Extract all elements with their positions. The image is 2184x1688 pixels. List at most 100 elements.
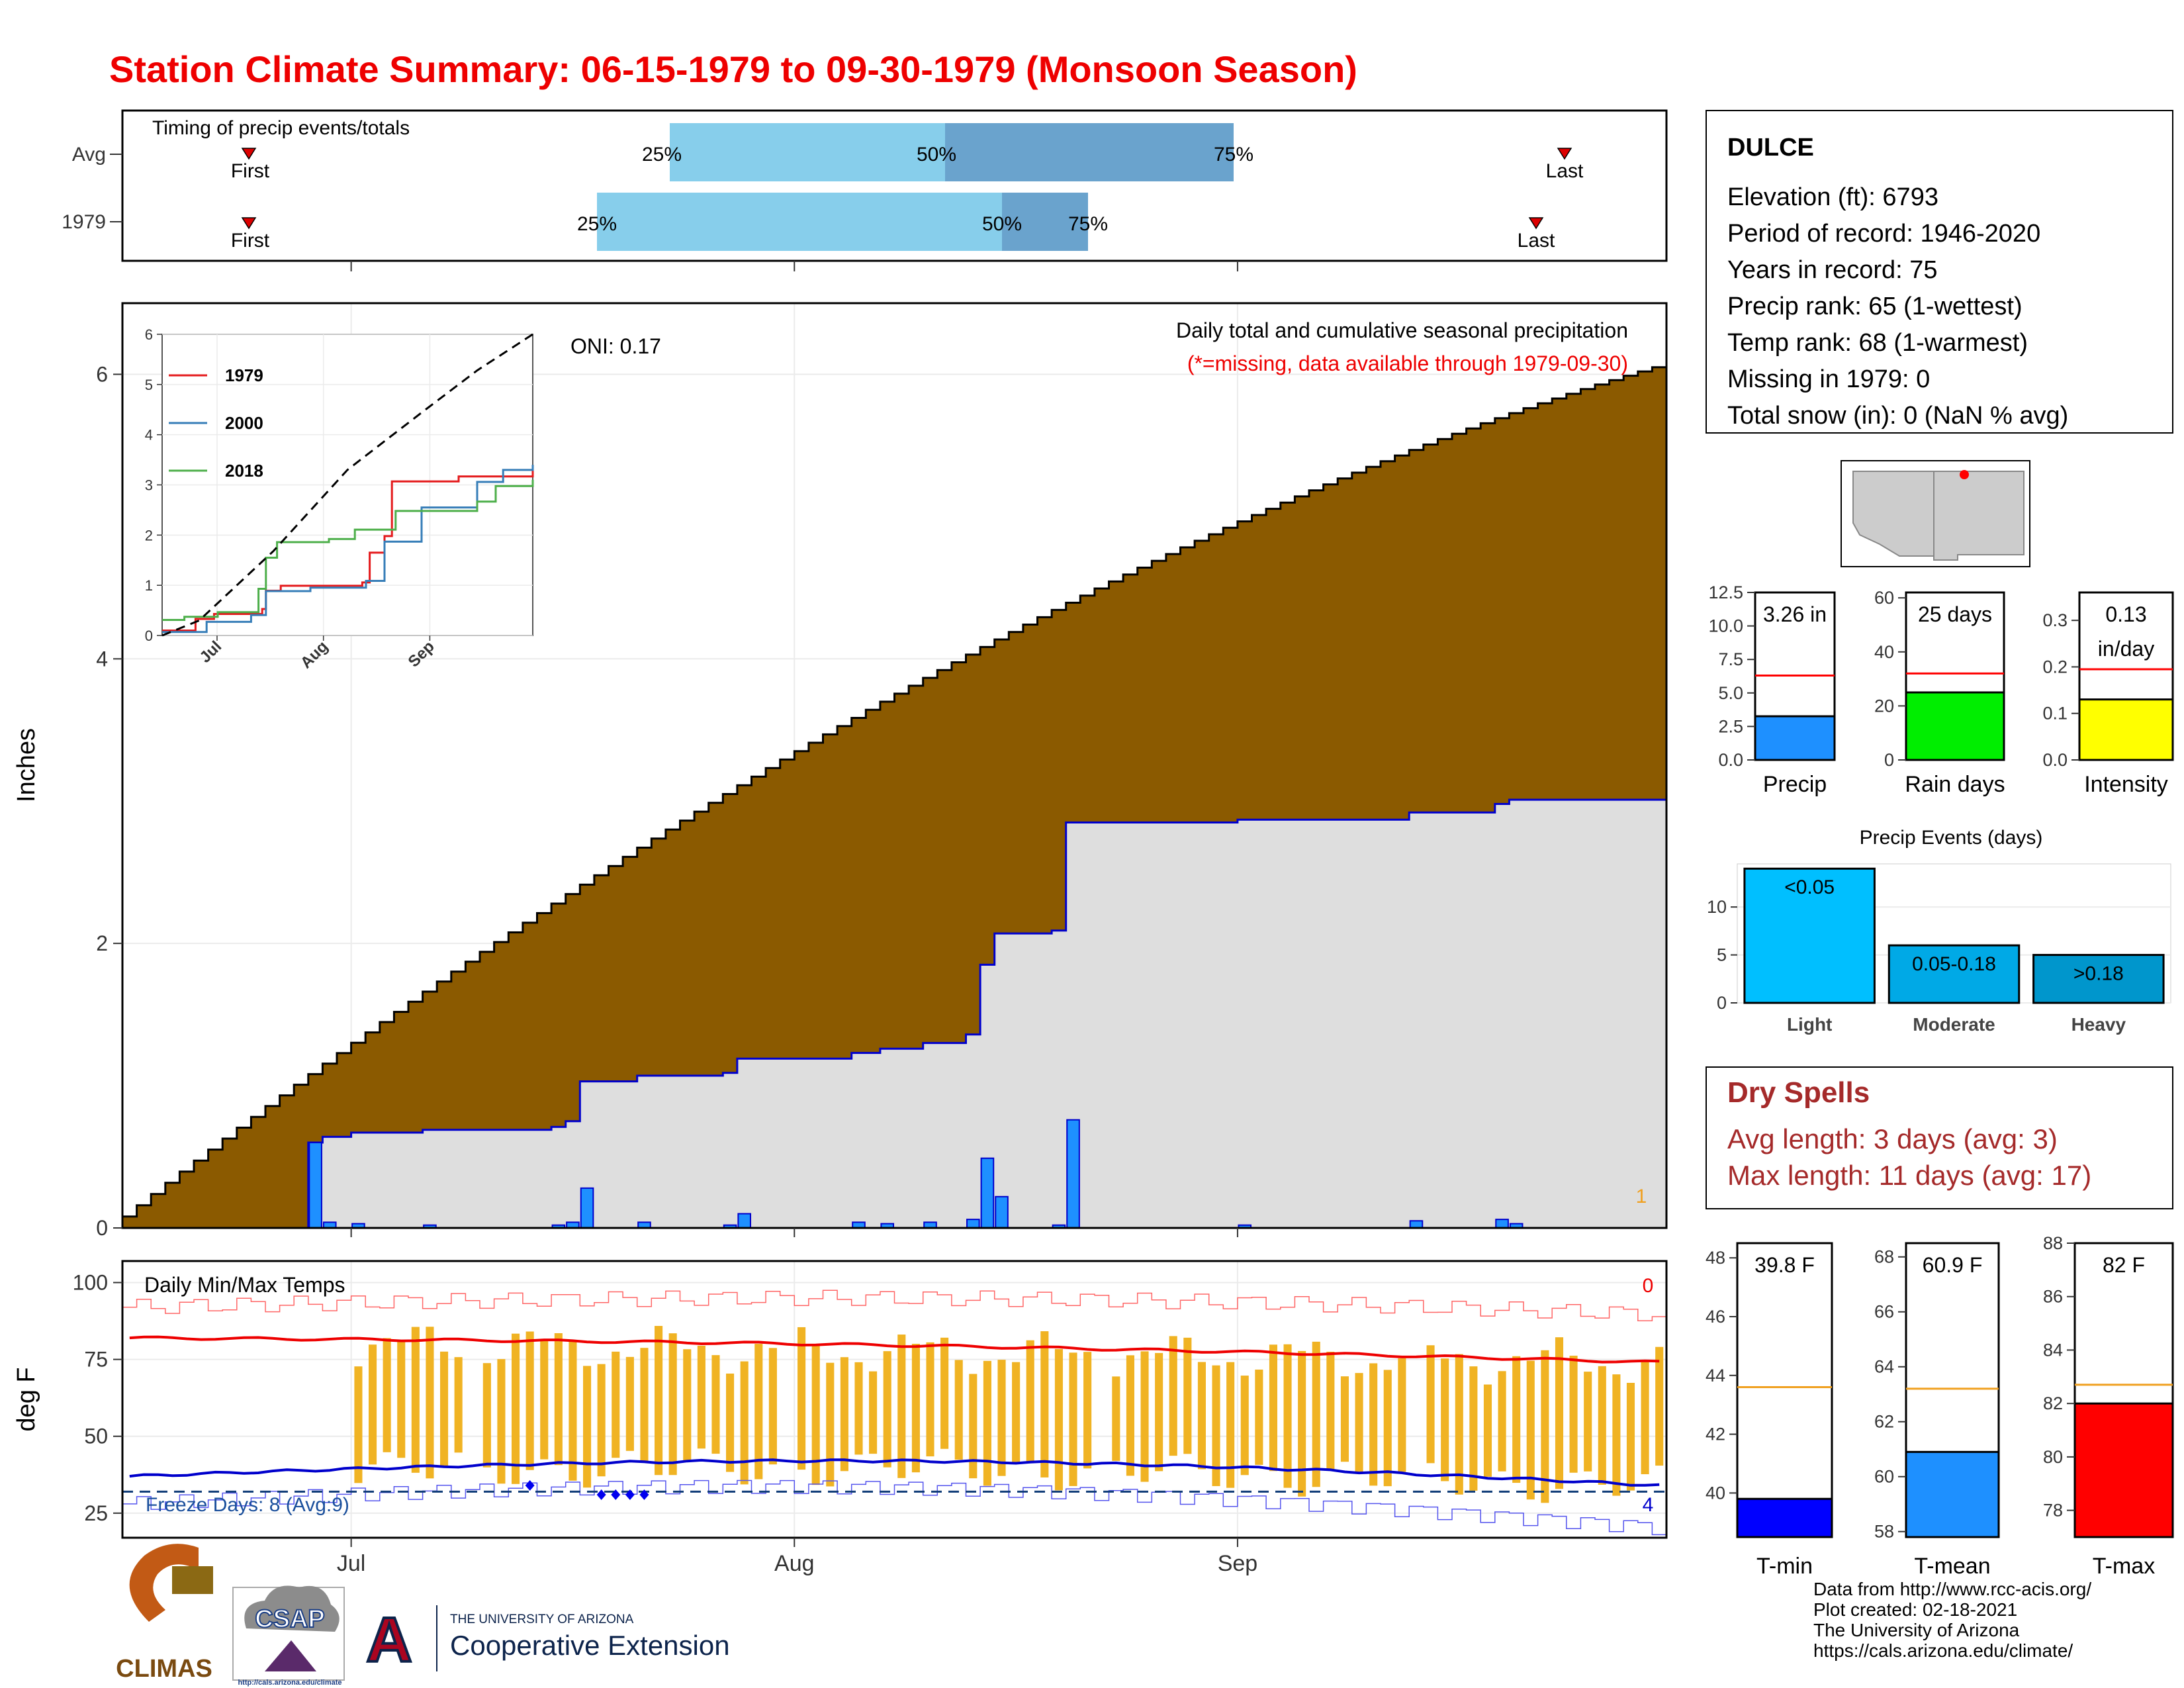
locator-map bbox=[1841, 460, 2030, 567]
csap-cloud-icon bbox=[244, 1585, 340, 1632]
freeze-marker bbox=[611, 1489, 621, 1500]
timing-1979-50-label: 50% bbox=[982, 213, 1022, 235]
daily-precip-bars bbox=[308, 1119, 1524, 1229]
temp-y-tick-label: 100 bbox=[73, 1271, 108, 1295]
temp-range-bar bbox=[1012, 1362, 1021, 1463]
temp-range-bar bbox=[854, 1362, 863, 1455]
climas-wordmark: CLIMAS bbox=[116, 1655, 212, 1683]
summary_rain_days-category-label: Rain days bbox=[1905, 772, 2005, 797]
main-y-axis: 0 2 4 6 bbox=[96, 362, 122, 1240]
temp-range-bar bbox=[1255, 1369, 1263, 1465]
temp-range-bar bbox=[683, 1349, 692, 1461]
main-y-title: Inches bbox=[13, 728, 40, 802]
avg-cumulative-line bbox=[122, 366, 1666, 1218]
inset-legend-label: 2018 bbox=[225, 461, 263, 481]
climas-logo: CLIMAS bbox=[116, 1544, 213, 1683]
record-min-line bbox=[122, 1479, 1666, 1536]
precip-bar bbox=[580, 1187, 594, 1229]
temp-range-bar bbox=[840, 1357, 848, 1472]
temp-range-bar bbox=[1298, 1350, 1306, 1497]
summary_rain_days-y-tick-label: 40 bbox=[1874, 642, 1894, 662]
dry-spells-avg: Avg length: 3 days (avg: 3) bbox=[1727, 1123, 2058, 1154]
station-precip-rank: Precip rank: 65 (1-wettest) bbox=[1727, 293, 2023, 320]
timing-avg-75-label: 75% bbox=[1214, 144, 1253, 165]
summary_tmean-bar bbox=[1905, 1450, 2000, 1538]
summary_tmin-frame bbox=[1736, 1242, 1833, 1538]
precip-bar bbox=[308, 1142, 322, 1229]
inset-y-tick-label: 6 bbox=[145, 326, 153, 343]
summary_tmin-value-label: 39.8 F bbox=[1754, 1253, 1815, 1277]
inset-line bbox=[162, 465, 534, 633]
dry-spells-max: Max length: 11 days (avg: 17) bbox=[1727, 1160, 2091, 1191]
temp-range-bar bbox=[1340, 1376, 1349, 1462]
csap-logo: CSAP http://cals.arizona.edu/climate bbox=[232, 1585, 345, 1687]
footer-plot-date: Plot created: 02-18-2021 bbox=[1813, 1599, 2018, 1620]
timing-avg-last-marker bbox=[1557, 148, 1572, 160]
freeze-marker bbox=[596, 1489, 606, 1500]
summary_tmin-y-tick-label: 44 bbox=[1706, 1366, 1725, 1385]
temp-range-bar bbox=[726, 1373, 735, 1472]
events-y-tick-label: 0 bbox=[1717, 993, 1727, 1013]
station-elevation: Elevation (ft): 6793 bbox=[1727, 183, 1938, 211]
precip-bar bbox=[737, 1213, 751, 1229]
events-bar-label: 0.05-0.18 bbox=[1912, 953, 1996, 975]
temp-range-bar bbox=[1398, 1358, 1406, 1472]
station-temp-rank: Temp rank: 68 (1-warmest) bbox=[1727, 329, 2028, 357]
inset-line bbox=[162, 479, 534, 621]
temp-range-bar bbox=[1584, 1372, 1592, 1472]
summary_intensity-y-tick-label: 0.0 bbox=[2042, 750, 2068, 770]
station-info-frame bbox=[1706, 110, 2173, 434]
temp-range-bar bbox=[1469, 1366, 1478, 1491]
timing-avg-50-75-bar bbox=[945, 123, 1234, 181]
temp-range-bar bbox=[797, 1327, 806, 1470]
precip-bar bbox=[980, 1157, 995, 1229]
summary_tmean-y-tick-label: 64 bbox=[1874, 1357, 1894, 1377]
summary_precip-y-tick-label: 5.0 bbox=[1718, 683, 1743, 703]
temp-range-bar bbox=[697, 1345, 705, 1449]
temp-range-bar bbox=[1569, 1355, 1578, 1473]
temp-range-bar bbox=[1326, 1352, 1335, 1470]
timing-1979-25-label: 25% bbox=[577, 213, 617, 235]
temp-range-bar bbox=[754, 1344, 763, 1479]
summary_tmax-y-tick-label: 78 bbox=[2043, 1501, 2063, 1521]
summary_tmax-y-tick-label: 82 bbox=[2043, 1393, 2063, 1413]
summary_tmean-y-tick-label: 62 bbox=[1874, 1412, 1894, 1432]
timing-1979-last-marker bbox=[1528, 217, 1544, 230]
dry-spells-frame bbox=[1706, 1066, 2173, 1209]
main-y-tick-label: 4 bbox=[96, 647, 108, 671]
precip-events-title: Precip Events (days) bbox=[1860, 827, 2043, 849]
temp-range-bar bbox=[1283, 1344, 1292, 1488]
main-subtitle: Daily total and cumulative seasonal prec… bbox=[1176, 318, 1628, 342]
summary_precip-value-label: 3.26 in bbox=[1763, 602, 1827, 626]
temp-range-bar bbox=[1441, 1358, 1449, 1481]
events-bar-label: <0.05 bbox=[1784, 876, 1835, 898]
precip-bar bbox=[1409, 1220, 1424, 1229]
temp-range-bar bbox=[1183, 1337, 1192, 1454]
events-bar bbox=[1743, 867, 1876, 1004]
temp-range-bar bbox=[397, 1341, 406, 1458]
summary_tmean-y-tick-label: 66 bbox=[1874, 1302, 1894, 1322]
summary_tmax-y-tick-label: 84 bbox=[2043, 1340, 2063, 1360]
temp-range-bar bbox=[983, 1360, 991, 1486]
oni-value: ONI: 0.17 bbox=[570, 334, 661, 358]
temp-range-bar bbox=[969, 1374, 978, 1479]
temp-range-bar bbox=[1226, 1362, 1235, 1488]
summary_tmin-y-tick-label: 40 bbox=[1706, 1483, 1725, 1503]
temp-range-bar bbox=[1197, 1362, 1206, 1470]
temp-range-bar bbox=[1269, 1344, 1277, 1472]
summary_rain_days-bar bbox=[1905, 691, 2005, 761]
temp-range-bar bbox=[1069, 1352, 1077, 1486]
timing-1979-50-75-bar bbox=[1002, 193, 1088, 251]
summary_tmin-y-tick-label: 46 bbox=[1706, 1307, 1725, 1327]
cumulative-precip-panel: 0 2 4 6 Daily total and cumulative seasonal… bbox=[13, 302, 1668, 1240]
summary_tmin-y-tick-label: 48 bbox=[1706, 1248, 1725, 1268]
climas-cactus-icon bbox=[172, 1566, 213, 1594]
avg-max-line bbox=[129, 1335, 1660, 1364]
temp-range-bar bbox=[497, 1359, 506, 1484]
summary_tmax-y-tick-label: 86 bbox=[2043, 1287, 2063, 1307]
timing-1979-first-marker bbox=[241, 217, 257, 230]
temp-range-bar bbox=[1155, 1352, 1163, 1472]
summary_tmax-bar bbox=[2073, 1402, 2174, 1538]
